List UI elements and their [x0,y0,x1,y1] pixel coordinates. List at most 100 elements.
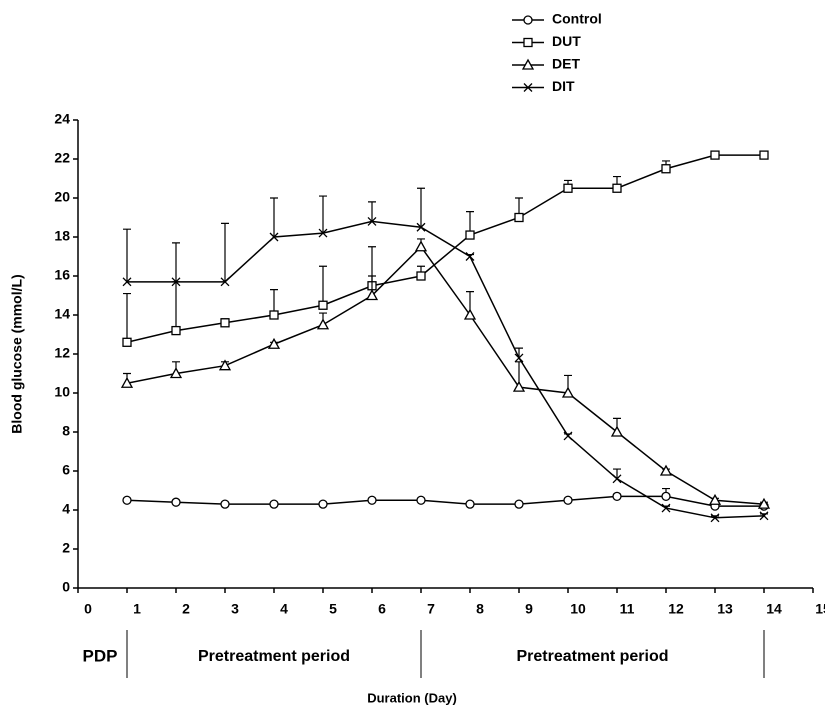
error-bar [123,228,131,282]
marker [612,491,622,502]
x-tick-label: 1 [133,601,141,617]
legend-label: Control [552,11,602,27]
legend-label: DET [552,56,580,72]
series-line [126,154,764,344]
marker [171,497,181,507]
x-tick-label: 6 [378,601,386,617]
marker [661,491,671,502]
y-tick-label: 20 [54,189,70,205]
marker [122,277,132,287]
x-tick-label: 4 [280,601,288,617]
marker [316,318,330,330]
legend-marker [523,37,533,48]
annotation: Pretreatment period [516,648,668,665]
marker [169,367,183,379]
marker [367,495,377,505]
marker [710,150,720,160]
error-bar [172,242,180,282]
marker [710,513,720,523]
marker [514,499,524,509]
marker [463,308,477,320]
marker [267,337,281,349]
legend-marker [523,83,533,92]
x-tick-label: 14 [766,601,782,617]
marker [612,474,622,484]
marker [661,503,671,513]
marker [318,228,328,238]
error-bar [270,197,278,237]
legend-marker [523,15,533,25]
marker [659,464,673,476]
marker [122,495,132,505]
legend-label: DIT [552,78,575,94]
y-tick-label: 12 [54,345,70,361]
marker [465,499,475,509]
error-bar [368,201,376,222]
marker [757,497,771,509]
y-tick-label: 10 [54,384,70,400]
marker [416,495,426,505]
error-bar [172,281,180,331]
x-tick-label: 13 [717,601,733,617]
y-tick-label: 8 [62,423,70,439]
error-bar [123,292,131,343]
marker [269,499,279,509]
marker [563,183,573,193]
y-tick-label: 18 [54,228,70,244]
legend-label: DUT [552,33,581,49]
x-tick-label: 3 [231,601,239,617]
y-tick-label: 14 [54,306,70,322]
x-tick-label: 12 [668,601,684,617]
y-tick-label: 2 [62,540,70,556]
marker [365,289,379,301]
marker [514,353,524,363]
error-bar [417,187,425,228]
y-axis-label: Blood glucose (mmol/L) [9,274,25,433]
legend-marker [521,58,535,70]
marker [218,359,232,371]
marker [563,495,573,505]
series-line [127,220,765,519]
marker [561,386,575,398]
error-bar [613,468,621,479]
marker [220,318,230,328]
x-tick-label: 0 [84,601,92,617]
y-tick-label: 24 [54,111,70,127]
annotation: PDP [83,646,118,665]
marker [414,240,428,252]
marker [416,222,426,232]
marker [563,431,573,441]
x-tick-label: 8 [476,601,484,617]
marker [122,337,132,347]
series-line [126,245,765,505]
y-tick-label: 6 [62,462,70,478]
marker [512,380,526,392]
marker [269,232,279,242]
x-tick-label: 11 [620,601,635,617]
x-axis-label: Duration (Day) [367,690,457,705]
marker [465,252,475,261]
x-tick-label: 15 [815,601,825,617]
x-tick-label: 5 [329,601,337,617]
annotation: Pretreatment period [198,648,350,665]
marker [220,499,230,509]
marker [759,150,769,160]
marker [171,325,181,336]
series-line [126,495,764,507]
x-tick-label: 7 [427,601,435,617]
marker [465,230,475,240]
marker [708,493,722,505]
marker [610,425,624,437]
y-tick-label: 22 [54,150,70,166]
x-tick-label: 10 [570,601,586,617]
marker [514,212,524,223]
marker [759,511,769,521]
y-tick-label: 16 [54,267,70,283]
marker [661,164,671,174]
x-tick-label: 2 [182,601,190,617]
marker [120,376,134,388]
y-tick-label: 0 [62,579,70,595]
marker [367,216,377,226]
y-tick-label: 4 [62,501,70,517]
marker [318,499,328,509]
